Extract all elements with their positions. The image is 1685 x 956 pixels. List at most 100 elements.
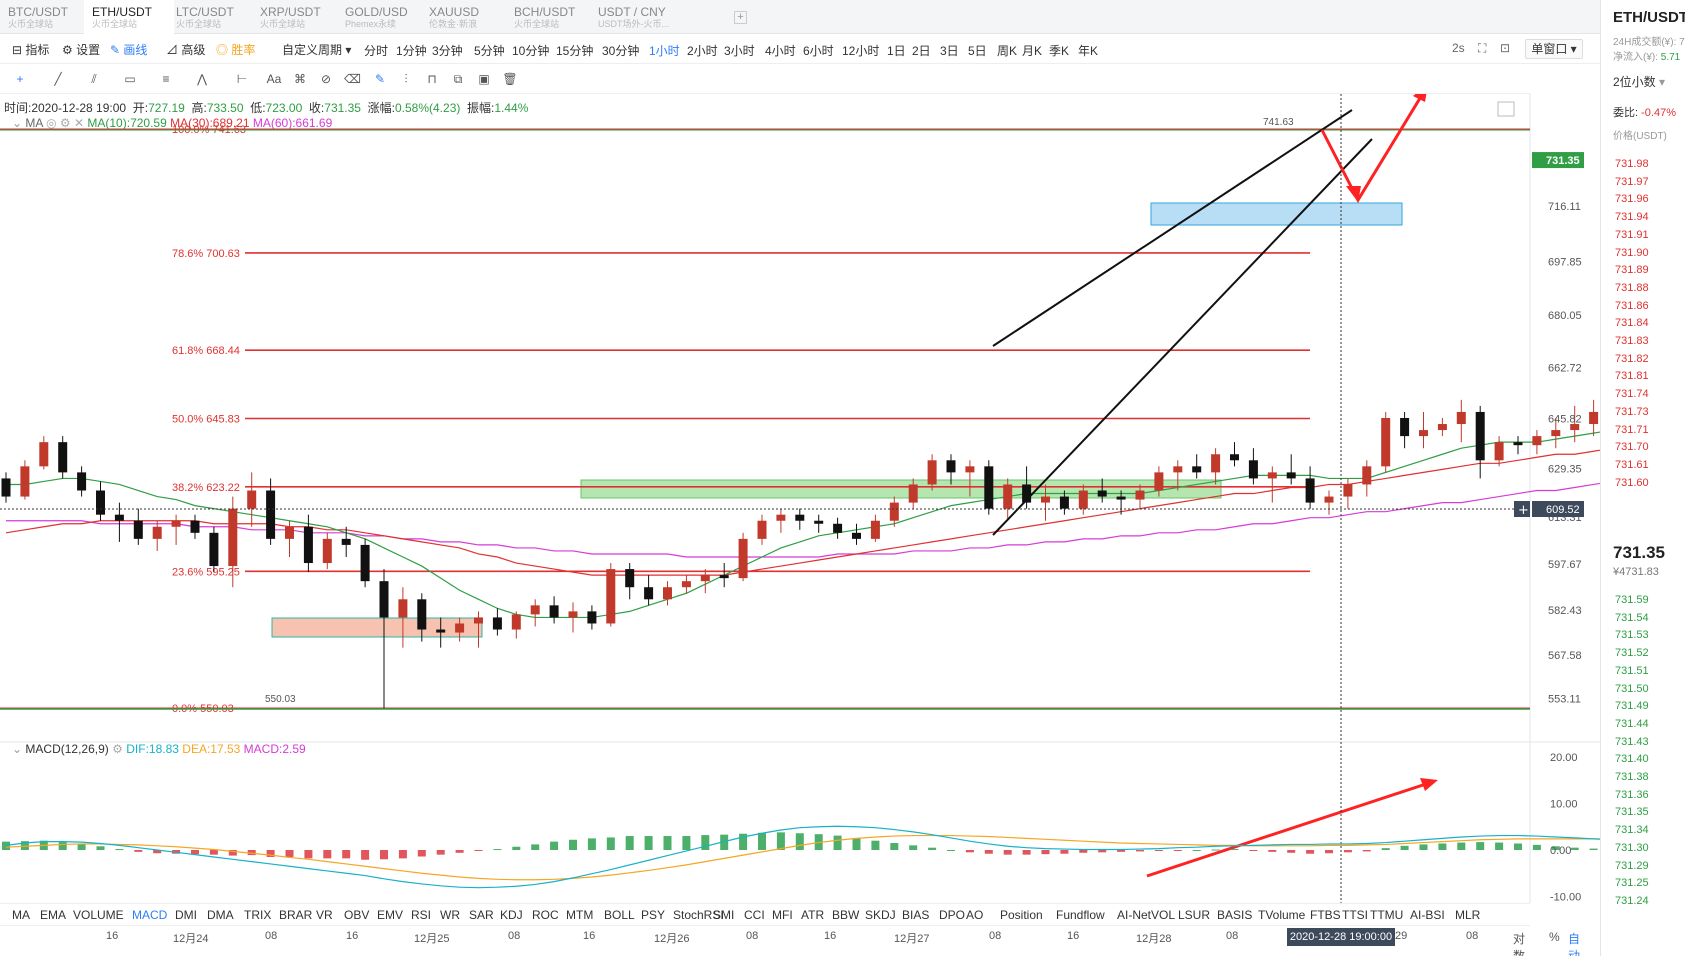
indicator-macd[interactable]: MACD [132,908,168,922]
bid-price[interactable]: 731.34 [1615,824,1649,837]
wave-pattern-icon[interactable]: ⋀ [197,72,207,86]
ask-price[interactable]: 731.94 [1615,211,1649,224]
parallel-channel-icon[interactable]: ⫽ [91,72,97,86]
add-alert-button[interactable] [1514,501,1530,517]
eye-icon[interactable]: ◎ ⚙ ✕ [46,116,85,130]
indicator-roc[interactable]: ROC [532,908,559,922]
period-19[interactable]: 季K [1049,44,1070,58]
period-0[interactable]: 分时 [364,44,389,58]
indicator-position[interactable]: Position [1000,908,1043,922]
indicator-vr[interactable]: VR [316,908,333,922]
refresh-interval[interactable]: 2s [1452,41,1465,55]
ask-price[interactable]: 731.81 [1615,370,1649,383]
ask-price[interactable]: 731.86 [1615,299,1649,312]
bid-price[interactable]: 731.50 [1615,682,1649,695]
period-3[interactable]: 5分钟 [474,44,505,58]
indicator-skdj[interactable]: SKDJ [865,908,896,922]
indicator-ai-netvol[interactable]: AI-NetVOL [1117,908,1176,922]
percent-scale-toggle[interactable]: % [1549,930,1560,944]
period-9[interactable]: 3小时 [724,44,755,58]
period-6[interactable]: 30分钟 [602,44,640,58]
indicator-dmi[interactable]: DMI [175,908,197,922]
brush-icon[interactable]: ⌘ [294,72,306,86]
maximize-icon[interactable] [1497,101,1515,117]
ask-price[interactable]: 731.82 [1615,352,1649,365]
screenshot-icon[interactable]: ⊡ [1500,41,1511,55]
indicator-ttsi[interactable]: TTSI [1342,908,1368,922]
period-12[interactable]: 12小时 [842,44,880,58]
indicator-mfi[interactable]: MFI [772,908,793,922]
ask-price[interactable]: 731.83 [1615,335,1649,347]
ask-price[interactable]: 731.74 [1615,388,1649,401]
collapse-icon[interactable]: ⌄ [12,116,23,130]
copy-icon[interactable]: ⧉ [453,72,463,86]
bid-price[interactable]: 731.36 [1615,788,1649,801]
indicator-emv[interactable]: EMV [377,908,404,922]
indicator-stochrsi[interactable]: StochRSI [673,908,724,922]
period-13[interactable]: 1日 [887,44,906,58]
period-14[interactable]: 2日 [912,44,931,58]
indicator-ma[interactable]: MA [12,908,30,922]
indicator-trix[interactable]: TRIX [244,908,272,922]
auto-scale-toggle[interactable]: 自动 [1568,932,1581,956]
period-17[interactable]: 周K [997,44,1018,58]
rectangle-icon[interactable]: ▭ [124,72,136,86]
ask-price[interactable]: 731.88 [1615,281,1649,294]
draw-button[interactable]: ✎ 画线 [110,43,148,57]
ask-price[interactable]: 731.61 [1615,458,1649,471]
indicator-dma[interactable]: DMA [207,908,234,922]
plus-icon[interactable]: + [1518,503,1529,518]
period-18[interactable]: 月K [1022,44,1043,58]
period-8[interactable]: 2小时 [687,44,718,58]
lock-icon[interactable]: ⊓ [427,72,437,86]
ask-price[interactable]: 731.98 [1615,158,1649,170]
indicator-rsi[interactable]: RSI [411,908,432,922]
trend-line-icon[interactable]: ╱ [54,72,62,86]
indicator-ao[interactable]: AO [966,908,984,922]
indicator-ftbs[interactable]: FTBS [1310,908,1341,922]
bid-price[interactable]: 731.44 [1615,717,1649,730]
bid-price[interactable]: 731.35 [1615,806,1649,819]
ask-price[interactable]: 731.91 [1615,228,1649,241]
indicator-obv[interactable]: OBV [344,908,370,922]
indicator-tvolume[interactable]: TVolume [1258,908,1306,922]
bid-price[interactable]: 731.24 [1615,894,1649,907]
period-7[interactable]: 1小时 [649,44,680,58]
period-1[interactable]: 1分钟 [396,44,427,58]
winrate-button[interactable]: ◎ 胜率 [216,43,256,57]
fullscreen-icon[interactable]: ⛶ [1478,41,1487,55]
tab-xauusd[interactable]: XAUUSD 伦敦金·新浪 [421,0,511,34]
text-tool-icon[interactable]: Aa [266,72,282,86]
bid-price[interactable]: 731.59 [1615,594,1649,606]
indicator-basis[interactable]: BASIS [1217,908,1253,922]
settings-button[interactable]: ⚙ 设置 [62,43,101,57]
draw-mode-icon[interactable]: ✎ [374,72,386,86]
log-scale-toggle[interactable]: 对数 [1513,932,1526,956]
ask-price[interactable]: 731.70 [1615,441,1649,454]
crosshair-icon[interactable]: + [16,72,24,86]
indicator-mlr[interactable]: MLR [1455,908,1481,922]
period-16[interactable]: 5日 [968,44,987,58]
tab-xrpusdt[interactable]: XRP/USDT 火币全球站 [252,0,342,34]
indicator-boll[interactable]: BOLL [604,908,635,922]
indicator-bbw[interactable]: BBW [832,908,860,922]
bid-price[interactable]: 731.53 [1615,629,1649,642]
advanced-button[interactable]: ⊿ 高级 [166,43,206,57]
bid-price[interactable]: 731.40 [1615,753,1649,766]
tab-btcusdt[interactable]: BTC/USDT 火币全球站 [0,0,90,34]
tab-ethusdt[interactable]: ETH/USDT 火币全球站 [84,0,174,34]
bid-price[interactable]: 731.25 [1615,877,1649,890]
period-5[interactable]: 15分钟 [556,44,594,58]
ask-price[interactable]: 731.71 [1615,423,1649,436]
indicator-button[interactable]: ⊟ 指标 [12,43,50,57]
ruler-icon[interactable]: ⫶ [404,72,408,86]
ask-price[interactable]: 731.96 [1615,193,1649,206]
period-11[interactable]: 6小时 [803,44,834,58]
bid-price[interactable]: 731.30 [1615,841,1649,854]
bid-price[interactable]: 731.38 [1615,771,1649,783]
indicator-brar[interactable]: BRAR [279,908,313,922]
tab-bchusdt[interactable]: BCH/USDT 火币全球站 [506,0,596,34]
indicator-mtm[interactable]: MTM [566,908,594,922]
bid-price[interactable]: 731.49 [1615,700,1649,713]
